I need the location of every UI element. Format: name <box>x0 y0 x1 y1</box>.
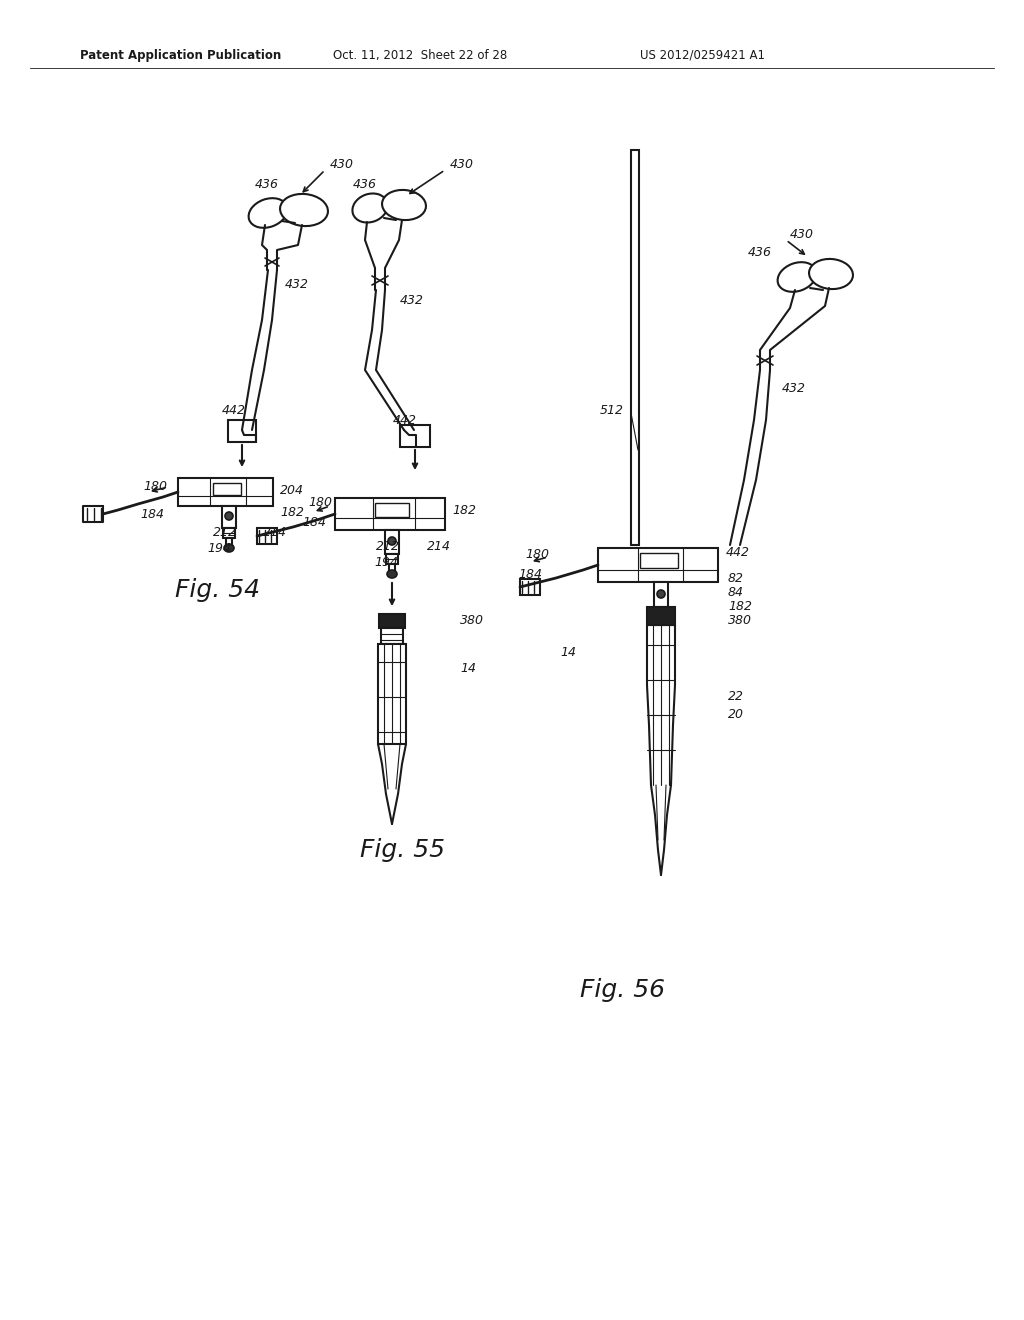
Text: 180: 180 <box>308 496 332 510</box>
Text: Fig. 56: Fig. 56 <box>580 978 665 1002</box>
FancyBboxPatch shape <box>213 483 241 495</box>
FancyBboxPatch shape <box>386 554 398 564</box>
Text: 436: 436 <box>353 178 377 191</box>
FancyBboxPatch shape <box>389 564 395 572</box>
Ellipse shape <box>809 259 853 289</box>
Text: 212: 212 <box>376 540 400 553</box>
Text: 442: 442 <box>393 413 417 426</box>
Text: 184: 184 <box>302 516 326 529</box>
Text: 14: 14 <box>460 663 476 676</box>
Text: 194: 194 <box>207 541 231 554</box>
Text: US 2012/0259421 A1: US 2012/0259421 A1 <box>640 49 765 62</box>
FancyBboxPatch shape <box>520 579 540 595</box>
Ellipse shape <box>225 512 233 520</box>
Text: 430: 430 <box>790 228 814 242</box>
Ellipse shape <box>224 544 234 552</box>
Text: 436: 436 <box>748 246 772 259</box>
Ellipse shape <box>249 198 288 228</box>
Text: 512: 512 <box>600 404 624 417</box>
Text: 180: 180 <box>143 480 167 494</box>
Text: Patent Application Publication: Patent Application Publication <box>80 49 282 62</box>
FancyBboxPatch shape <box>257 528 278 544</box>
Text: 432: 432 <box>285 279 309 292</box>
Ellipse shape <box>387 570 397 578</box>
Text: 432: 432 <box>400 293 424 306</box>
Text: 204: 204 <box>280 483 304 496</box>
Text: 214: 214 <box>427 540 451 553</box>
Text: 20: 20 <box>728 709 744 722</box>
Text: Fig. 55: Fig. 55 <box>360 838 445 862</box>
Ellipse shape <box>657 590 665 598</box>
FancyBboxPatch shape <box>385 531 399 554</box>
Text: 194: 194 <box>374 556 398 569</box>
Text: Oct. 11, 2012  Sheet 22 of 28: Oct. 11, 2012 Sheet 22 of 28 <box>333 49 507 62</box>
FancyBboxPatch shape <box>226 539 232 546</box>
Text: 182: 182 <box>280 507 304 520</box>
FancyBboxPatch shape <box>381 628 403 644</box>
FancyBboxPatch shape <box>598 548 718 582</box>
Text: 214: 214 <box>263 527 287 540</box>
Text: 436: 436 <box>255 178 279 191</box>
Text: 442: 442 <box>726 546 750 560</box>
FancyBboxPatch shape <box>631 150 639 545</box>
FancyBboxPatch shape <box>178 478 273 506</box>
Ellipse shape <box>388 537 396 545</box>
Text: 84: 84 <box>728 586 744 598</box>
FancyBboxPatch shape <box>640 553 678 568</box>
Text: 380: 380 <box>460 615 484 627</box>
Text: 82: 82 <box>728 572 744 585</box>
FancyBboxPatch shape <box>375 503 409 517</box>
Ellipse shape <box>280 194 328 226</box>
Text: 212: 212 <box>213 527 237 540</box>
Text: 180: 180 <box>525 549 549 561</box>
FancyBboxPatch shape <box>378 644 406 744</box>
Text: 184: 184 <box>140 508 164 521</box>
Text: 182: 182 <box>452 503 476 516</box>
Text: 184: 184 <box>518 569 542 582</box>
Text: 14: 14 <box>560 645 575 659</box>
Ellipse shape <box>352 194 387 223</box>
FancyBboxPatch shape <box>647 607 675 624</box>
Ellipse shape <box>777 263 816 292</box>
Ellipse shape <box>382 190 426 220</box>
Text: 430: 430 <box>330 158 354 172</box>
FancyBboxPatch shape <box>379 614 406 628</box>
Text: 380: 380 <box>728 614 752 627</box>
FancyBboxPatch shape <box>654 582 668 607</box>
Text: 432: 432 <box>782 381 806 395</box>
FancyBboxPatch shape <box>228 420 256 442</box>
FancyBboxPatch shape <box>335 498 445 531</box>
Text: 430: 430 <box>450 158 474 172</box>
Text: 182: 182 <box>728 599 752 612</box>
Text: 22: 22 <box>728 690 744 704</box>
FancyBboxPatch shape <box>223 528 234 539</box>
Text: Fig. 54: Fig. 54 <box>175 578 260 602</box>
FancyBboxPatch shape <box>400 425 430 447</box>
Text: 442: 442 <box>222 404 246 417</box>
FancyBboxPatch shape <box>222 506 236 528</box>
